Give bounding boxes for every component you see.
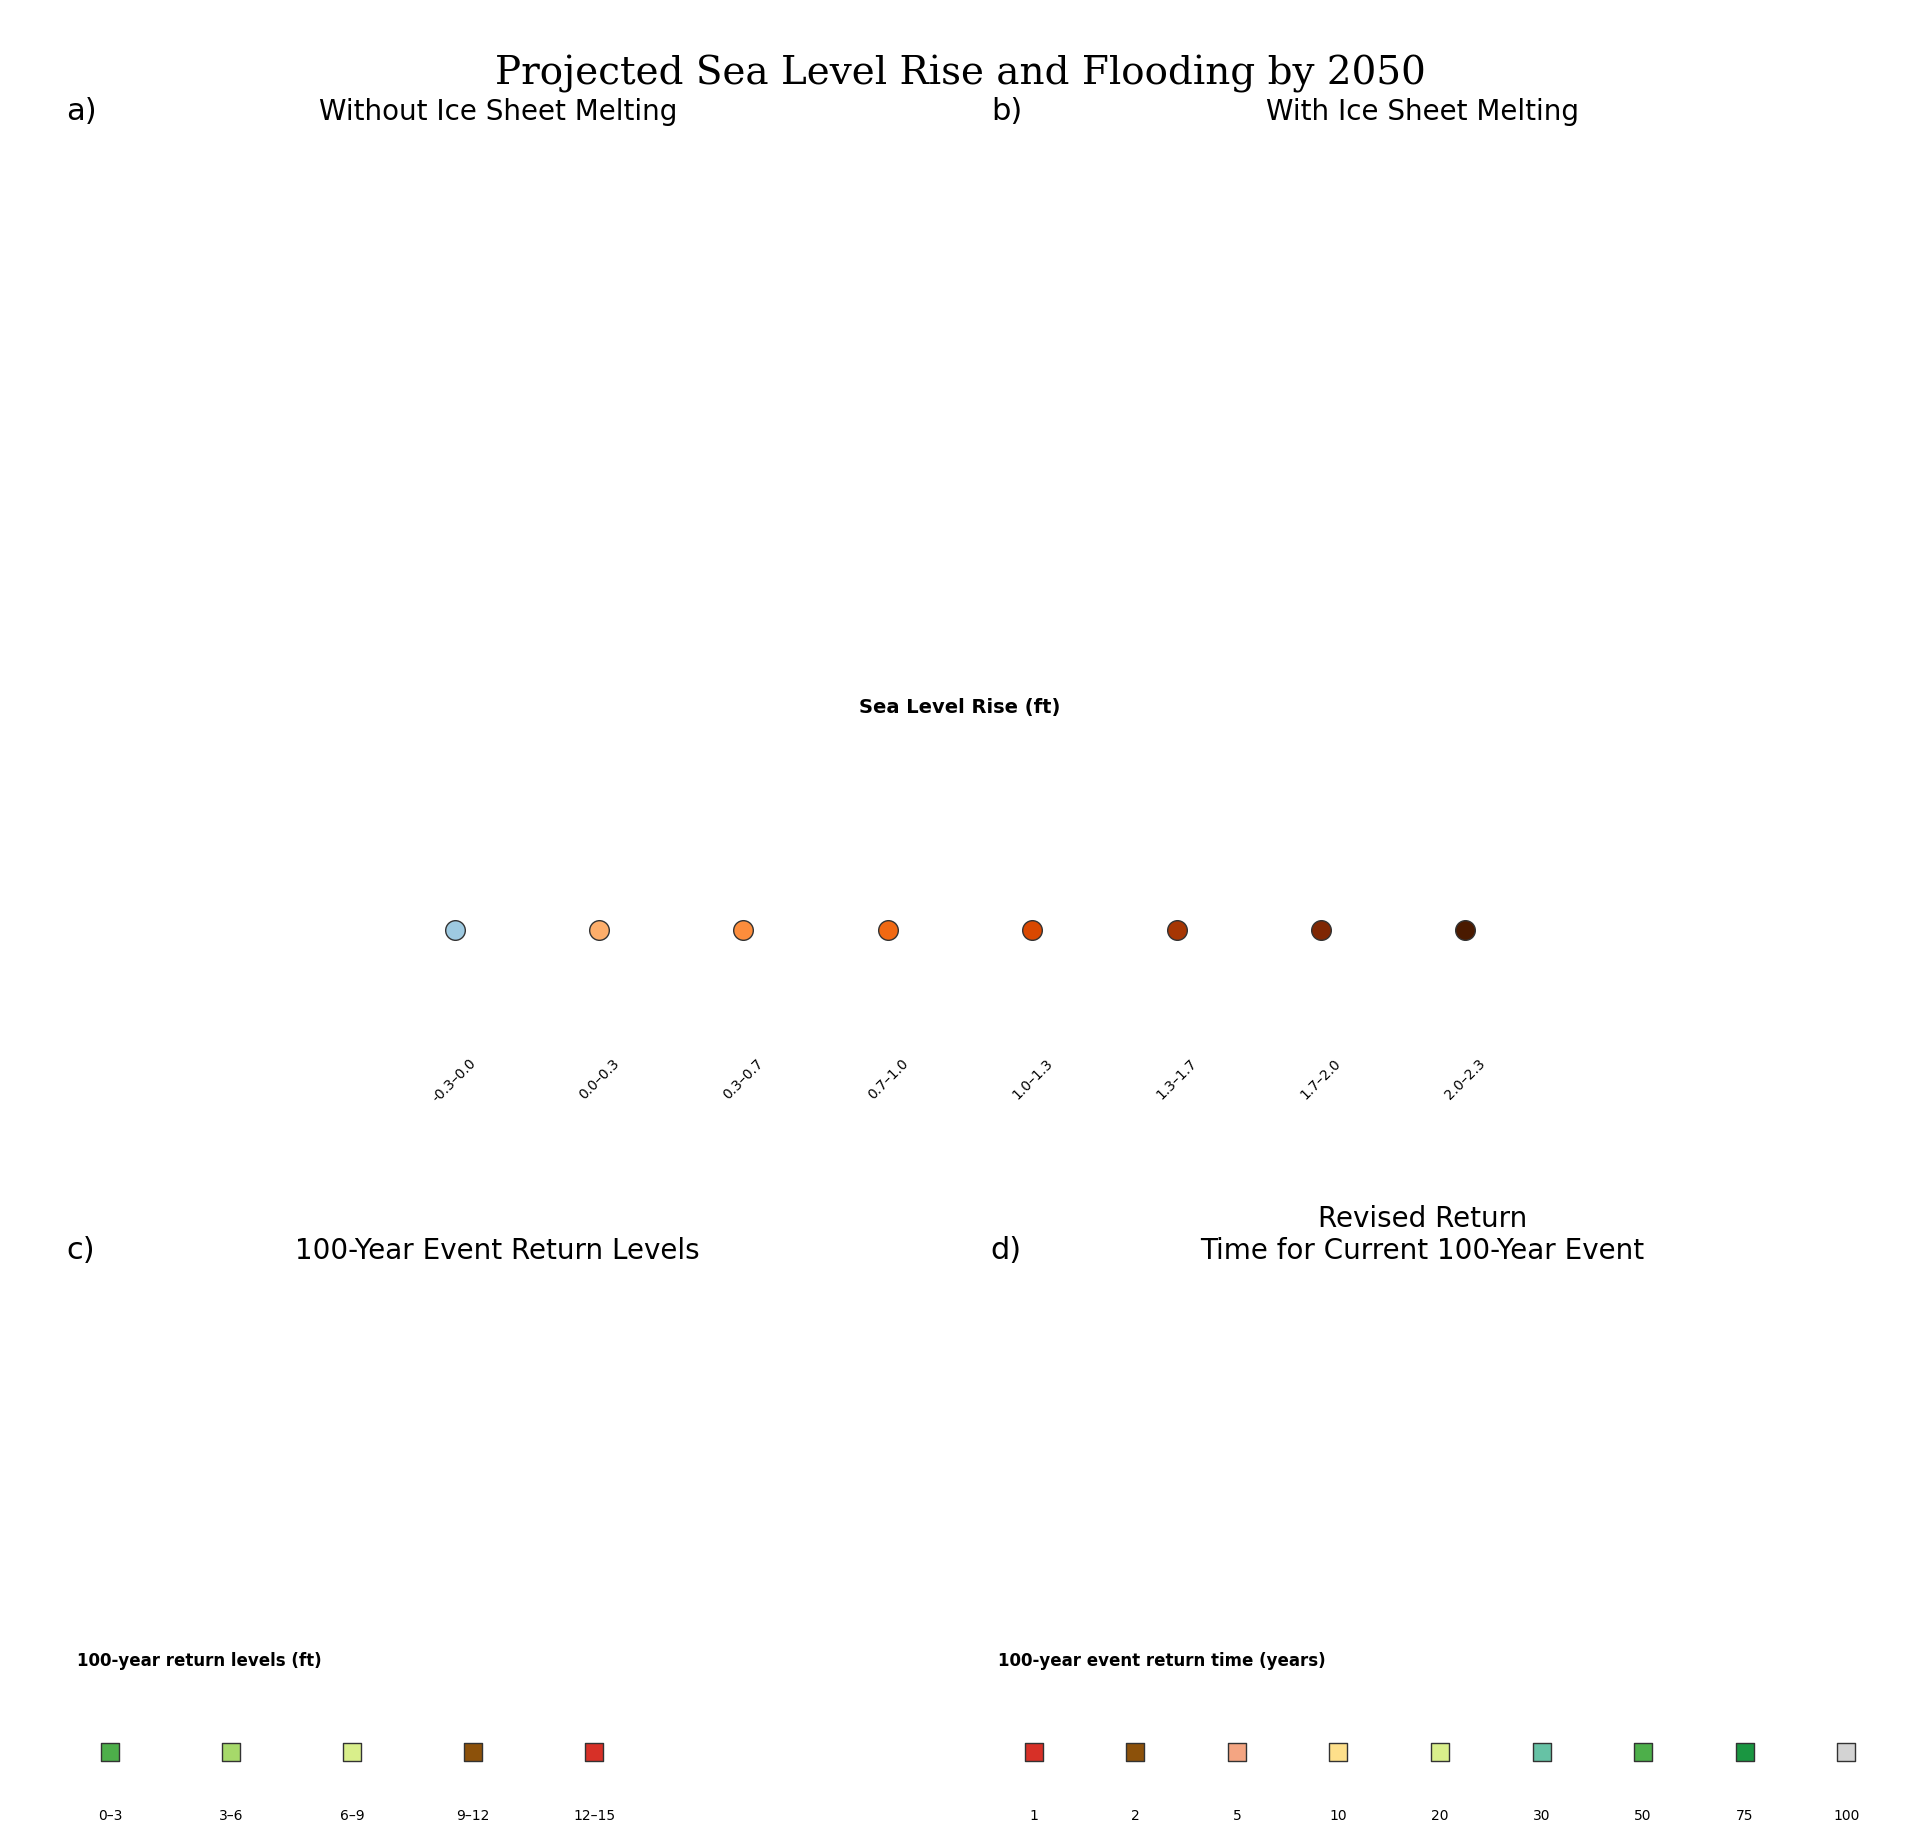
Title: Revised Return
Time for Current 100-Year Event: Revised Return Time for Current 100-Year… [1200, 1204, 1644, 1265]
Text: a): a) [67, 97, 98, 127]
Text: 1.7–2.0: 1.7–2.0 [1298, 1056, 1344, 1102]
Text: 100-year return levels (ft): 100-year return levels (ft) [77, 1652, 321, 1671]
Text: 2: 2 [1131, 1810, 1140, 1823]
Point [1745, 1120, 1776, 1149]
Text: 6–9: 6–9 [340, 1810, 365, 1823]
Text: 1.3–1.7: 1.3–1.7 [1154, 1056, 1200, 1102]
Text: 100-year event return time (years): 100-year event return time (years) [998, 1652, 1327, 1671]
Text: b): b) [991, 97, 1021, 127]
Text: 5: 5 [1233, 1810, 1240, 1823]
Text: 10: 10 [1331, 1810, 1348, 1823]
Text: 1.0–1.3: 1.0–1.3 [1010, 1056, 1056, 1102]
Text: 12–15: 12–15 [574, 1810, 614, 1823]
Text: 0.3–0.7: 0.3–0.7 [720, 1056, 766, 1102]
Title: With Ice Sheet Melting: With Ice Sheet Melting [1265, 97, 1578, 127]
Text: Projected Sea Level Rise and Flooding by 2050: Projected Sea Level Rise and Flooding by… [495, 55, 1425, 94]
Point [1803, 1120, 1834, 1149]
Text: 20: 20 [1430, 1810, 1450, 1823]
Text: 2.0–2.3: 2.0–2.3 [1442, 1056, 1488, 1102]
Text: 0.7–1.0: 0.7–1.0 [864, 1056, 910, 1102]
Text: 0–3: 0–3 [98, 1810, 123, 1823]
Text: 3–6: 3–6 [219, 1810, 244, 1823]
Point [703, 1120, 733, 1149]
Title: Without Ice Sheet Melting: Without Ice Sheet Melting [319, 97, 678, 127]
Text: 1: 1 [1029, 1810, 1039, 1823]
Text: 75: 75 [1736, 1810, 1753, 1823]
Text: 100: 100 [1834, 1810, 1859, 1823]
Text: -0.3–0.0: -0.3–0.0 [430, 1056, 480, 1105]
Text: 9–12: 9–12 [457, 1810, 490, 1823]
Text: Sea Level Rise (ft): Sea Level Rise (ft) [860, 698, 1060, 716]
Text: 30: 30 [1532, 1810, 1549, 1823]
Text: c): c) [67, 1236, 94, 1265]
Title: 100-Year Event Return Levels: 100-Year Event Return Levels [296, 1237, 701, 1265]
Text: 50: 50 [1634, 1810, 1651, 1823]
Text: d): d) [991, 1236, 1021, 1265]
Text: 0.0–0.3: 0.0–0.3 [576, 1056, 622, 1102]
